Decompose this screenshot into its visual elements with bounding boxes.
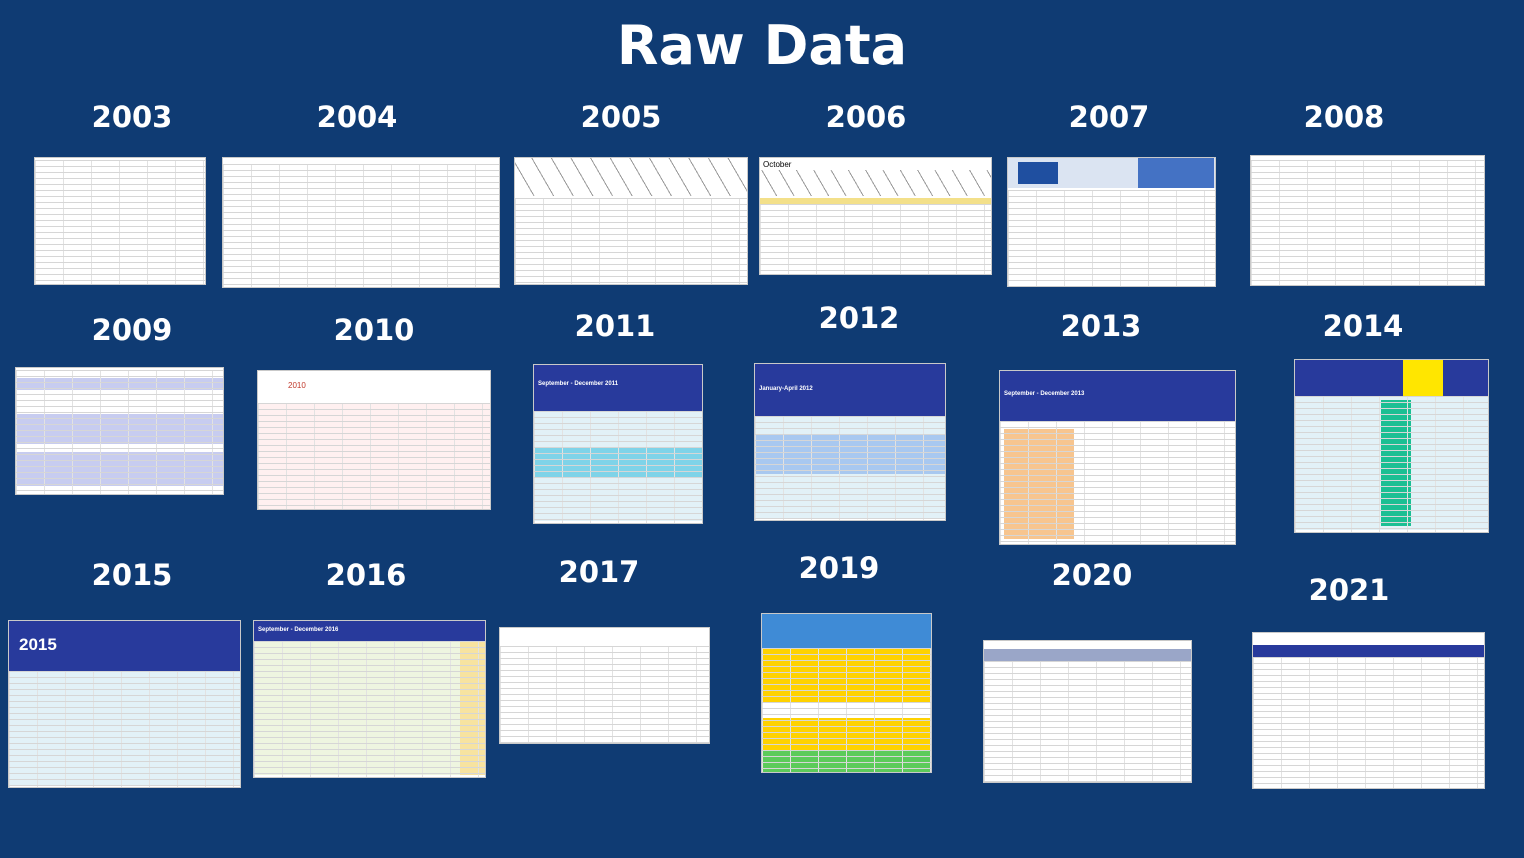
spreadsheet-2014 [1294, 359, 1489, 533]
year-label-2015: 2015 [91, 558, 173, 592]
sheet-caption-2010: 2010 [288, 381, 306, 390]
spreadsheet-2017 [499, 627, 710, 744]
year-label-2004: 2004 [316, 100, 398, 134]
spreadsheet-2009 [15, 367, 224, 495]
spreadsheet-2011: September - December 2011 [533, 364, 703, 524]
spreadsheet-2010: 2010 [257, 370, 491, 510]
year-label-2016: 2016 [325, 558, 407, 592]
year-label-2003: 2003 [91, 100, 173, 134]
spreadsheet-2013: September - December 2013 [999, 370, 1236, 545]
year-label-2014: 2014 [1322, 309, 1404, 343]
year-label-2007: 2007 [1068, 100, 1150, 134]
sheet-caption-2016: September - December 2016 [258, 627, 339, 633]
year-label-2012: 2012 [818, 301, 900, 335]
spreadsheet-2012: January-April 2012 [754, 363, 946, 521]
sheet-caption-2006: October [763, 160, 792, 169]
spreadsheet-2019 [761, 613, 932, 773]
year-label-2017: 2017 [558, 555, 640, 589]
spreadsheet-2021 [1252, 632, 1485, 789]
spreadsheet-2005 [514, 157, 748, 285]
year-label-2020: 2020 [1051, 558, 1133, 592]
spreadsheet-2020 [983, 640, 1192, 783]
year-label-2013: 2013 [1060, 309, 1142, 343]
spreadsheet-2007 [1007, 157, 1216, 287]
spreadsheet-2016: September - December 2016 [253, 620, 486, 778]
sheet-caption-2011: September - December 2011 [538, 381, 619, 387]
page-title: Raw Data [616, 14, 908, 77]
spreadsheet-2003 [34, 157, 206, 285]
year-label-2008: 2008 [1303, 100, 1385, 134]
spreadsheet-2008 [1250, 155, 1485, 286]
year-label-2011: 2011 [574, 309, 656, 343]
spreadsheet-2015: 2015 [8, 620, 241, 788]
sheet-caption-2015: 2015 [19, 635, 57, 654]
year-label-2010: 2010 [333, 313, 415, 347]
year-label-2009: 2009 [91, 313, 173, 347]
sheet-caption-2013: September - December 2013 [1004, 391, 1085, 397]
year-label-2005: 2005 [580, 100, 662, 134]
year-label-2021: 2021 [1308, 573, 1390, 607]
spreadsheet-2006: October [759, 157, 992, 275]
year-label-2019: 2019 [798, 551, 880, 585]
spreadsheet-2004 [222, 157, 500, 288]
sheet-caption-2012: January-April 2012 [759, 386, 813, 392]
year-label-2006: 2006 [825, 100, 907, 134]
